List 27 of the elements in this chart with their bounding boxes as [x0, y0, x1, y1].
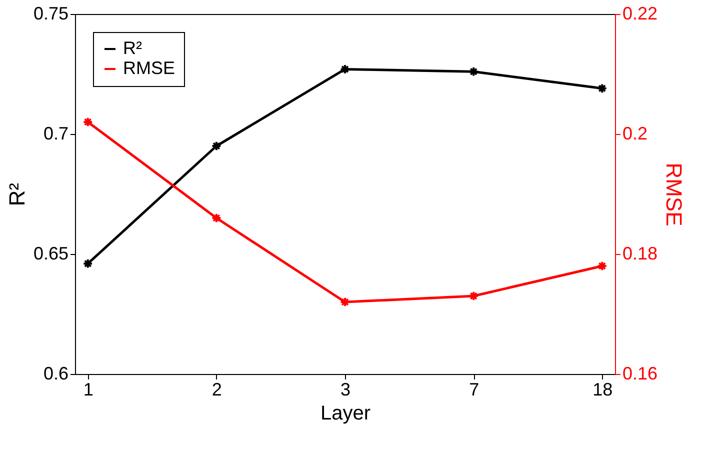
point	[211, 212, 222, 224]
x-axis-title: Layer	[320, 402, 371, 424]
y-tick-label: 0.65	[33, 244, 68, 264]
y2-axis-title: RMSE	[662, 162, 687, 226]
point	[468, 66, 479, 77]
x-tick-label: 2	[212, 380, 222, 400]
point	[82, 258, 94, 269]
y-tick-label: 0.6	[43, 364, 68, 384]
point	[340, 64, 350, 74]
legend-label: RMSE	[123, 58, 176, 78]
x-tick-label: 7	[469, 380, 480, 400]
y2-tick-label: 0.16	[622, 364, 658, 384]
y-tick-label: 0.75	[33, 4, 68, 24]
y-axis-title: R²	[4, 182, 30, 206]
y2-tick-label: 0.22	[622, 4, 658, 24]
y2-tick-label: 0.2	[622, 124, 648, 144]
point	[596, 83, 608, 94]
point	[596, 260, 608, 272]
legend-label: R²	[123, 38, 142, 58]
x-tick-label: 18	[592, 380, 613, 400]
point	[82, 116, 94, 128]
point	[340, 296, 350, 308]
y-tick-label: 0.7	[43, 124, 68, 144]
y2-tick-label: 0.18	[622, 244, 658, 264]
x-tick-label: 1	[83, 380, 94, 400]
point	[211, 140, 222, 152]
x-tick-label: 3	[340, 380, 351, 400]
